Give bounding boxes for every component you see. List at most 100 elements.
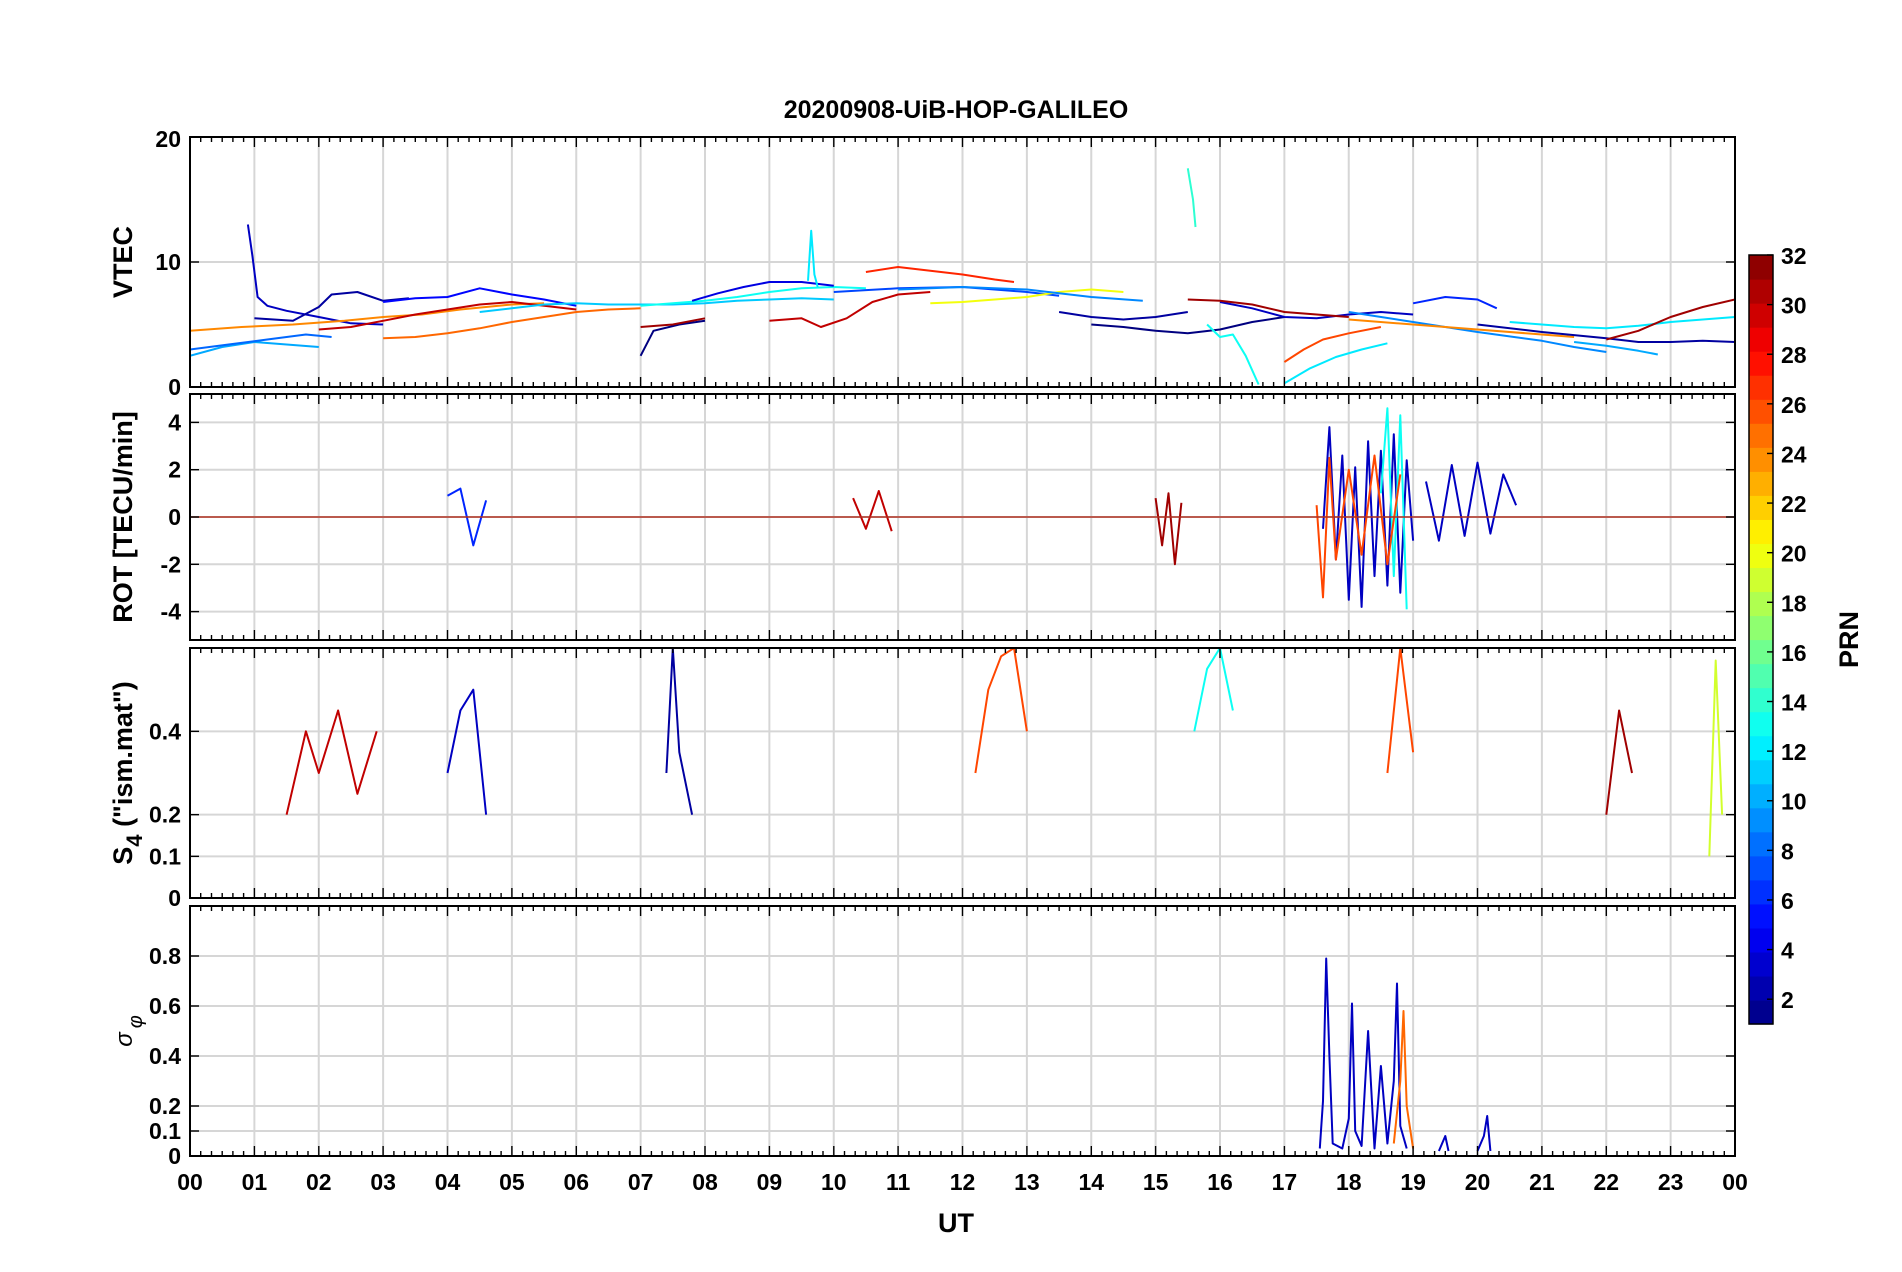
series-line-prn-9 — [898, 286, 1143, 302]
x-tick-label: 20 — [1465, 1169, 1491, 1195]
series-line-prn-2 — [1477, 323, 1735, 343]
colorbar-tick-label: 6 — [1781, 888, 1794, 914]
x-tick-label: 13 — [1014, 1169, 1040, 1195]
series-line-prn-26 — [974, 648, 1028, 774]
x-tick-label: 05 — [499, 1169, 525, 1195]
x-tick-label: 22 — [1593, 1169, 1619, 1195]
series-line-prn-2 — [1058, 311, 1188, 321]
colorbar-tick-label: 10 — [1781, 789, 1807, 815]
colorbar-label: PRN — [1834, 611, 1864, 668]
colorbar-tick-label: 12 — [1781, 739, 1807, 765]
y-axis-label: VTEC — [108, 226, 138, 298]
series-line-prn-25 — [1392, 1010, 1415, 1149]
y-tick-label: 0.1 — [149, 1118, 181, 1144]
colorbar-level — [1749, 783, 1773, 809]
colorbar-level — [1749, 615, 1773, 641]
series-line-prn-24 — [190, 302, 545, 332]
colorbar-level — [1749, 567, 1773, 593]
series-line-prn-26 — [1386, 648, 1415, 774]
chart-title: 20200908-UiB-HOP-GALILEO — [784, 96, 1129, 124]
x-tick-label: 02 — [306, 1169, 332, 1195]
colorbar-tick-label: 30 — [1781, 293, 1807, 319]
series-line-prn-13 — [1379, 407, 1408, 610]
colorbar-level — [1749, 831, 1773, 857]
colorbar-tick-label: 16 — [1781, 640, 1807, 666]
colorbar-level — [1749, 255, 1773, 280]
colorbar-tick-label: 2 — [1781, 987, 1794, 1013]
colorbar-level — [1749, 519, 1773, 544]
colorbar-level — [1749, 399, 1773, 424]
series-line-prn-6 — [1412, 296, 1498, 310]
colorbar-level — [1749, 471, 1773, 496]
y-axis-label-rest: ("ism.mat") — [108, 681, 138, 834]
x-tick-label: 10 — [821, 1169, 847, 1195]
colorbar-level — [1749, 375, 1773, 400]
series-line-prn-20 — [930, 288, 1124, 305]
series-line-prn-3 — [1476, 1115, 1492, 1152]
series-line-prn-3 — [1318, 957, 1408, 1150]
series-line-prn-3 — [1322, 426, 1415, 608]
y-tick-label: 0 — [168, 885, 181, 911]
colorbar-level — [1749, 543, 1773, 569]
colorbar-frame — [1748, 254, 1774, 1025]
panel-sigma_phi: 00.10.2 0.4 0.6 0.8 σφ — [111, 905, 1736, 1169]
y-axis-label: S4 ("ism.mat") — [108, 681, 147, 864]
y-axis-label: ROT [TECU/min] — [108, 411, 138, 622]
y-axis-label-sub: 4 — [122, 834, 147, 847]
series-group — [190, 407, 1735, 610]
series-line-prn-27 — [865, 266, 1015, 283]
colorbar-tick-label: 32 — [1781, 243, 1807, 269]
colorbar-level — [1749, 711, 1773, 737]
y-tick-label: -4 — [161, 599, 182, 625]
x-tick-label: 03 — [370, 1169, 396, 1195]
y-tick-label: 0 — [168, 504, 181, 530]
series-line-prn-13 — [1206, 323, 1260, 385]
series-line-prn-31 — [1606, 298, 1735, 341]
colorbar-level — [1749, 735, 1773, 761]
colorbar-level — [1749, 927, 1773, 953]
y-tick-label: 0.2 — [149, 1093, 181, 1119]
y-tick-label: 0.4 — [149, 718, 181, 744]
series-line-prn-31 — [1154, 492, 1183, 566]
series-line-prn-31 — [1605, 709, 1633, 815]
series-line-prn-3 — [246, 224, 384, 326]
colorbar-tick-label: 14 — [1781, 690, 1807, 716]
series-line-prn-26 — [1315, 454, 1402, 599]
colorbar-level — [1749, 327, 1773, 352]
colorbar-level — [1749, 951, 1773, 977]
x-minor-ticks — [189, 906, 1736, 1156]
colorbar-level — [1749, 447, 1773, 472]
y-tick-label: 0 — [168, 1143, 181, 1169]
x-tick-labels: 00 01 02 03 04 05 06 07 08 09 10 11 12 13 14 15 16 17 18 19… — [177, 1169, 1748, 1195]
x-tick-label: 00 — [177, 1169, 203, 1195]
x-tick-label: 23 — [1658, 1169, 1684, 1195]
series-line-prn-12 — [1509, 316, 1735, 330]
colorbar-tick-label: 8 — [1781, 838, 1794, 864]
series-line-prn-30 — [318, 301, 577, 331]
series-line-prn-5 — [382, 287, 577, 307]
colorbar-tick-label: 22 — [1781, 491, 1807, 517]
series-line-prn-12 — [1283, 342, 1388, 385]
x-axis-label: UT — [938, 1208, 974, 1238]
series-line-prn-14 — [1186, 168, 1197, 228]
x-tick-label: 21 — [1529, 1169, 1555, 1195]
x-tick-label: 04 — [435, 1169, 461, 1195]
series-group — [190, 168, 1735, 385]
x-tick-label: 00 — [1722, 1169, 1748, 1195]
colorbar-level — [1749, 903, 1773, 929]
series-line-prn-4 — [691, 281, 834, 302]
x-tick-label: 15 — [1143, 1169, 1169, 1195]
x-tick-label: 08 — [692, 1169, 718, 1195]
panel-s4: 00.10.20.4S4 ("ism.mat") — [108, 647, 1736, 911]
series-line-prn-25 — [383, 307, 641, 340]
x-tick-label: 16 — [1207, 1169, 1233, 1195]
series-group — [285, 648, 1724, 857]
x-tick-label: 18 — [1336, 1169, 1362, 1195]
colorbar-tick-label: 28 — [1781, 342, 1807, 368]
series-line-prn-24 — [1348, 318, 1575, 338]
colorbar-level — [1749, 663, 1773, 689]
y-tick-label: 0.4 — [149, 1043, 181, 1069]
